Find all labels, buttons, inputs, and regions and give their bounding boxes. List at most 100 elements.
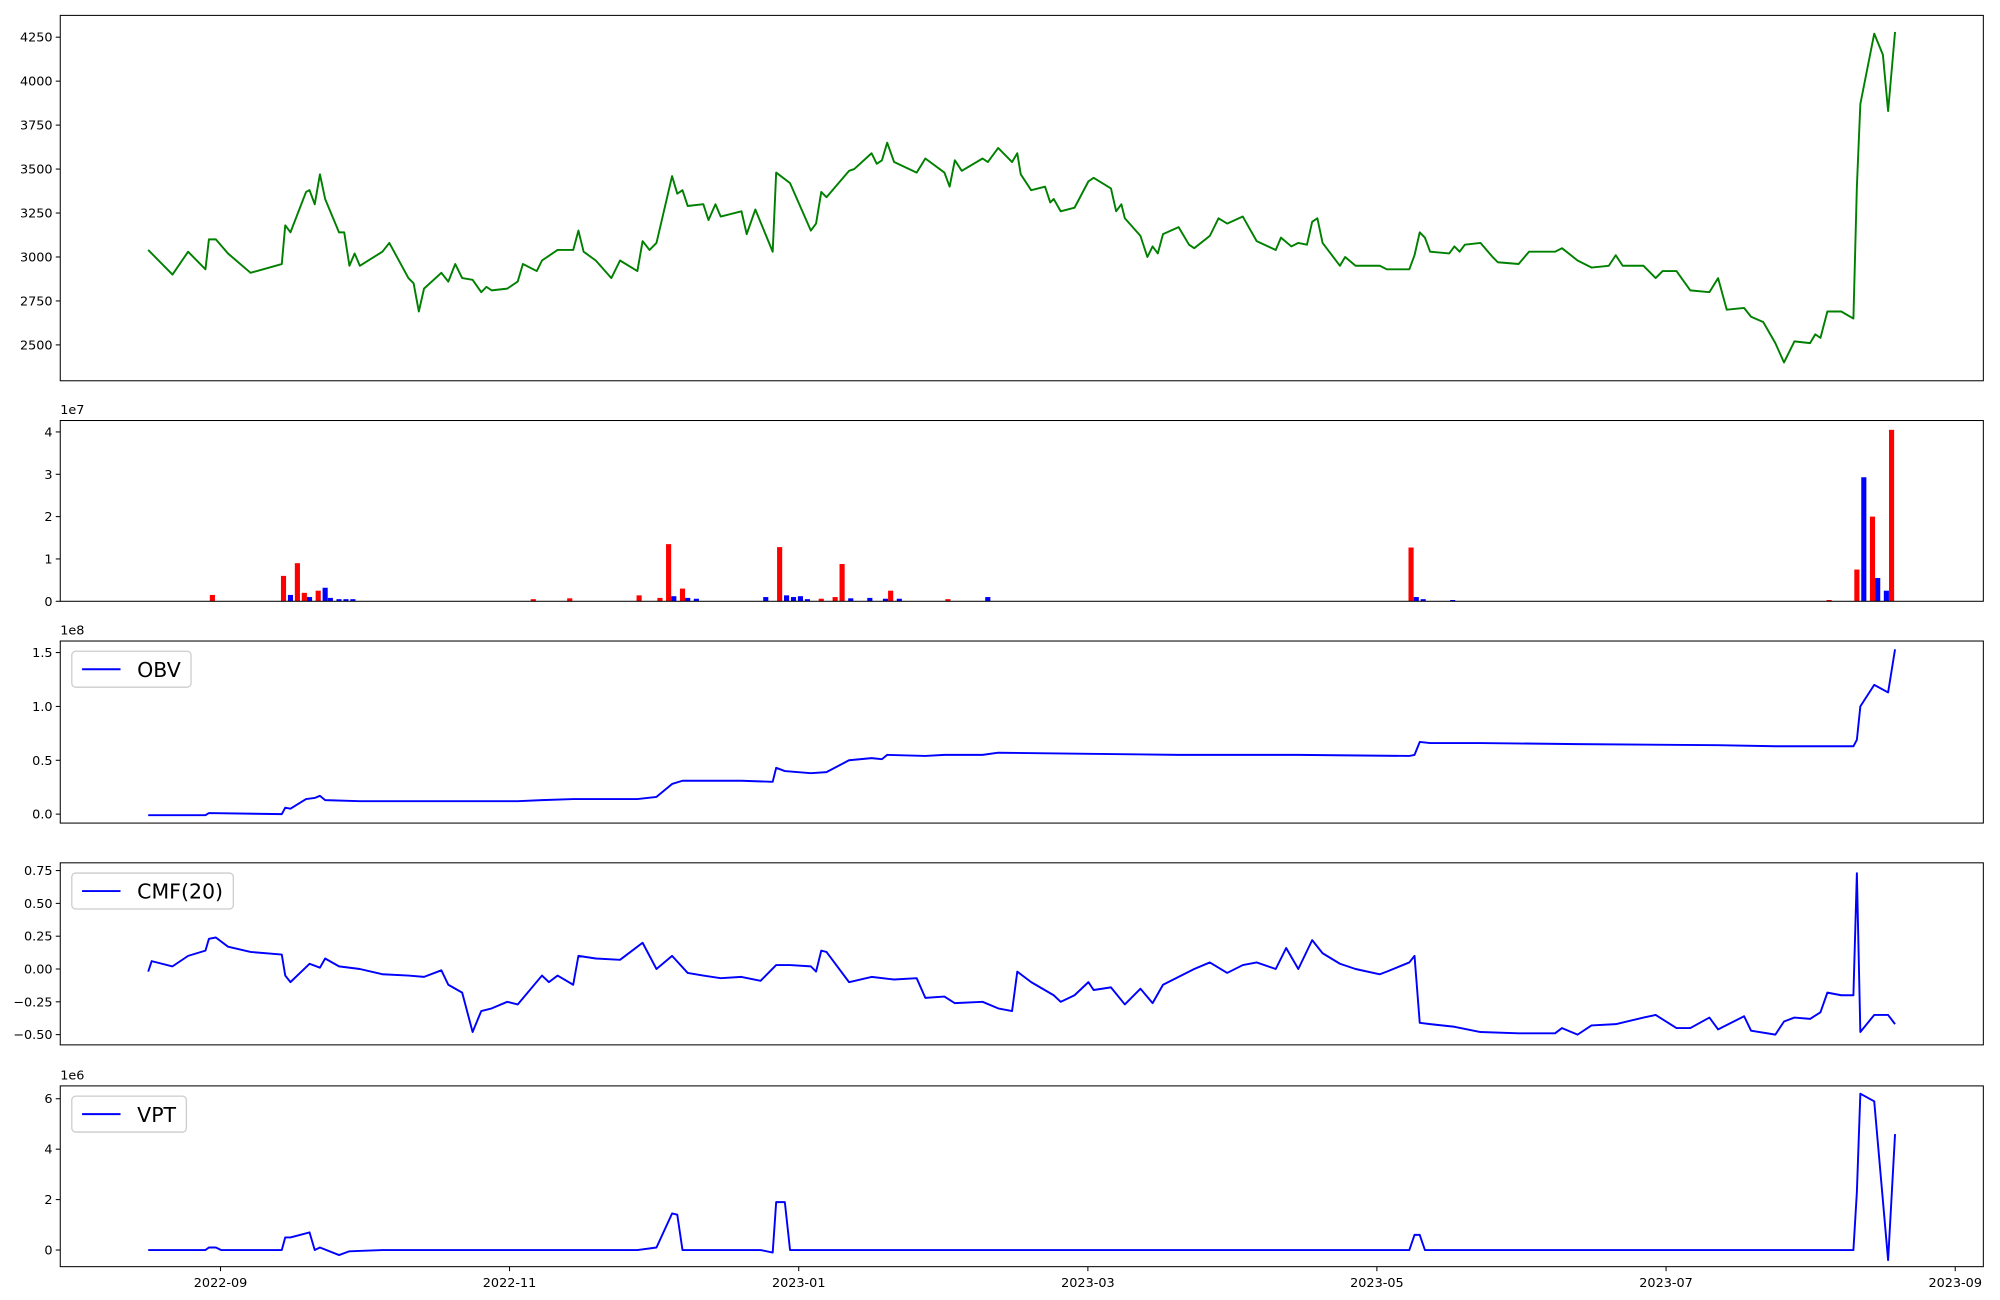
y-tick-label: 4000 bbox=[20, 75, 53, 90]
y-tick-label: −0.25 bbox=[13, 995, 52, 1010]
bar bbox=[777, 547, 783, 602]
axes-frame bbox=[59, 420, 1984, 602]
y-tick-label: 4250 bbox=[20, 31, 53, 46]
bar bbox=[671, 596, 677, 602]
line-series bbox=[148, 649, 1896, 817]
x-tick-label: 2023-09 bbox=[1928, 1276, 1982, 1291]
y-tick-label: 0 bbox=[44, 595, 52, 610]
axes-frame bbox=[59, 14, 1984, 382]
axes-frame bbox=[59, 862, 1984, 1046]
legend-label: OBV bbox=[137, 658, 181, 682]
y-tick-label: 0.5 bbox=[32, 754, 52, 769]
bar bbox=[343, 599, 349, 602]
y-tick-label: 0.50 bbox=[24, 897, 53, 912]
bar bbox=[280, 575, 287, 602]
x-tick-label: 2022-09 bbox=[194, 1276, 248, 1291]
legend: OBV bbox=[71, 650, 192, 688]
bar bbox=[327, 597, 333, 602]
bar bbox=[530, 599, 536, 602]
bar bbox=[1883, 590, 1889, 602]
bar bbox=[315, 590, 321, 602]
y-tick-label: 2 bbox=[44, 1193, 52, 1208]
bar bbox=[839, 564, 845, 602]
x-tick-label: 2022-11 bbox=[483, 1276, 537, 1291]
y-tick-label: 2 bbox=[44, 510, 52, 525]
y-tick-label: 0.0 bbox=[32, 808, 52, 823]
bar bbox=[1875, 577, 1881, 602]
y-tick-label: 1.5 bbox=[32, 646, 52, 661]
y-tick-label: 1.0 bbox=[32, 700, 52, 715]
bar bbox=[657, 597, 663, 602]
bar bbox=[804, 599, 810, 602]
bar bbox=[287, 594, 294, 602]
legend-label: VPT bbox=[137, 1103, 176, 1127]
legend: CMF(20) bbox=[71, 872, 234, 910]
bar bbox=[1408, 547, 1414, 602]
y-tick-label: 3500 bbox=[20, 163, 53, 178]
y-tick-label: −0.50 bbox=[13, 1028, 52, 1043]
legend-label: CMF(20) bbox=[137, 880, 223, 904]
line-series bbox=[147, 872, 1896, 1036]
y-tick-label: 0.75 bbox=[24, 864, 53, 879]
bar bbox=[797, 596, 804, 602]
bar bbox=[888, 590, 894, 602]
bar bbox=[1869, 516, 1876, 602]
y-tick-label: 3250 bbox=[20, 207, 53, 222]
y-tick-label: 3000 bbox=[20, 250, 53, 265]
axes-frame bbox=[59, 1085, 1984, 1268]
bar bbox=[301, 592, 307, 602]
bar bbox=[763, 597, 769, 602]
bar bbox=[1826, 600, 1832, 602]
bar bbox=[306, 597, 313, 602]
legend-box bbox=[71, 650, 192, 688]
x-tick-label: 2023-01 bbox=[772, 1276, 826, 1291]
x-tick-label: 2023-05 bbox=[1350, 1276, 1404, 1291]
bar bbox=[1413, 597, 1419, 602]
bar bbox=[867, 597, 873, 602]
bar bbox=[848, 598, 854, 602]
bar bbox=[294, 563, 300, 602]
bar bbox=[945, 599, 951, 602]
legend-box bbox=[71, 872, 234, 910]
bar bbox=[322, 587, 328, 602]
y-tick-label: 0.25 bbox=[24, 930, 53, 945]
axis-offset-label: 1e8 bbox=[60, 624, 84, 639]
y-tick-label: 4 bbox=[44, 1143, 52, 1158]
bar bbox=[350, 599, 356, 602]
bar bbox=[209, 594, 215, 602]
y-tick-label: 0 bbox=[44, 1244, 52, 1259]
bar bbox=[567, 598, 573, 602]
bar bbox=[818, 598, 824, 602]
bar bbox=[1450, 600, 1456, 602]
bar bbox=[790, 597, 797, 602]
y-tick-label: 1 bbox=[44, 552, 52, 567]
axis-offset-label: 1e6 bbox=[60, 1068, 84, 1083]
bar bbox=[896, 598, 902, 602]
legend: VPT bbox=[71, 1095, 187, 1133]
bar bbox=[832, 597, 838, 602]
bar bbox=[679, 588, 686, 602]
bar bbox=[1861, 477, 1867, 602]
y-tick-label: 6 bbox=[44, 1092, 52, 1107]
bar bbox=[336, 599, 342, 602]
bar bbox=[784, 595, 790, 602]
bar bbox=[636, 595, 642, 602]
bar bbox=[882, 598, 889, 602]
bar bbox=[666, 544, 672, 602]
bar bbox=[1420, 599, 1426, 602]
y-tick-label: 3750 bbox=[20, 119, 53, 134]
y-tick-label: 2750 bbox=[20, 294, 53, 309]
legend-box bbox=[71, 1095, 187, 1133]
bar bbox=[1889, 429, 1895, 602]
line-series bbox=[147, 31, 1896, 364]
bar bbox=[1854, 569, 1860, 602]
line-series bbox=[148, 1092, 1896, 1262]
y-tick-label: 0.00 bbox=[24, 962, 53, 977]
axis-offset-label: 1e7 bbox=[60, 403, 84, 418]
y-tick-label: 3 bbox=[44, 468, 52, 483]
x-tick-label: 2023-07 bbox=[1639, 1276, 1693, 1291]
bar bbox=[685, 597, 691, 602]
y-tick-label: 4 bbox=[44, 425, 52, 440]
